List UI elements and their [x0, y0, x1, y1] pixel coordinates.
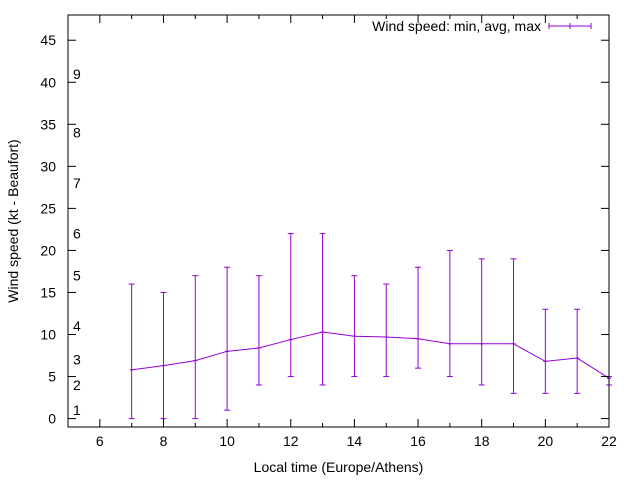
beaufort-label-4: 4 — [73, 318, 81, 334]
x-tick-label-10: 10 — [219, 433, 235, 449]
beaufort-label-9: 9 — [73, 66, 81, 82]
legend: Wind speed: min, avg, max — [372, 18, 592, 34]
y-axis-label: Wind speed (kt - Beaufort) — [5, 139, 21, 302]
plot-frame — [67, 14, 610, 428]
y-tick-label-15: 15 — [40, 284, 56, 300]
y-tick-label-5: 5 — [48, 369, 56, 385]
x-tick-label-20: 20 — [538, 433, 554, 449]
beaufort-label-2: 2 — [73, 377, 81, 393]
y-tick-label-25: 25 — [40, 200, 56, 216]
beaufort-label-3: 3 — [73, 352, 81, 368]
beaufort-label-5: 5 — [73, 268, 81, 284]
y-tick-label-20: 20 — [40, 242, 56, 258]
y-tick-label-0: 0 — [48, 411, 56, 427]
avg-line-0 — [131, 331, 610, 379]
y-tick-label-10: 10 — [40, 327, 56, 343]
beaufort-label-1: 1 — [73, 402, 81, 418]
series-layer — [128, 233, 612, 420]
x-tick-label-8: 8 — [160, 433, 168, 449]
x-tick-label-16: 16 — [410, 433, 426, 449]
x-tick-label-18: 18 — [474, 433, 490, 449]
x-tick-label-22: 22 — [601, 433, 617, 449]
beaufort-label-7: 7 — [73, 175, 81, 191]
y-tick-label-40: 40 — [40, 74, 56, 90]
x-tick-label-12: 12 — [283, 433, 299, 449]
y-tick-label-35: 35 — [40, 116, 56, 132]
legend-label: Wind speed: min, avg, max — [372, 18, 541, 34]
y-tick-label-45: 45 — [40, 32, 56, 48]
x-axis-label: Local time (Europe/Athens) — [254, 459, 424, 475]
beaufort-label-6: 6 — [73, 226, 81, 242]
beaufort-label-8: 8 — [73, 125, 81, 141]
beaufort-scale: 1 2 3 4 5 6 7 8 9 — [73, 66, 81, 418]
x-tick-label-14: 14 — [347, 433, 363, 449]
y-tick-label-30: 30 — [40, 158, 56, 174]
x-axis: 6 8 10 12 14 16 18 20 22 — [67, 15, 617, 449]
x-tick-label-6: 6 — [96, 433, 104, 449]
